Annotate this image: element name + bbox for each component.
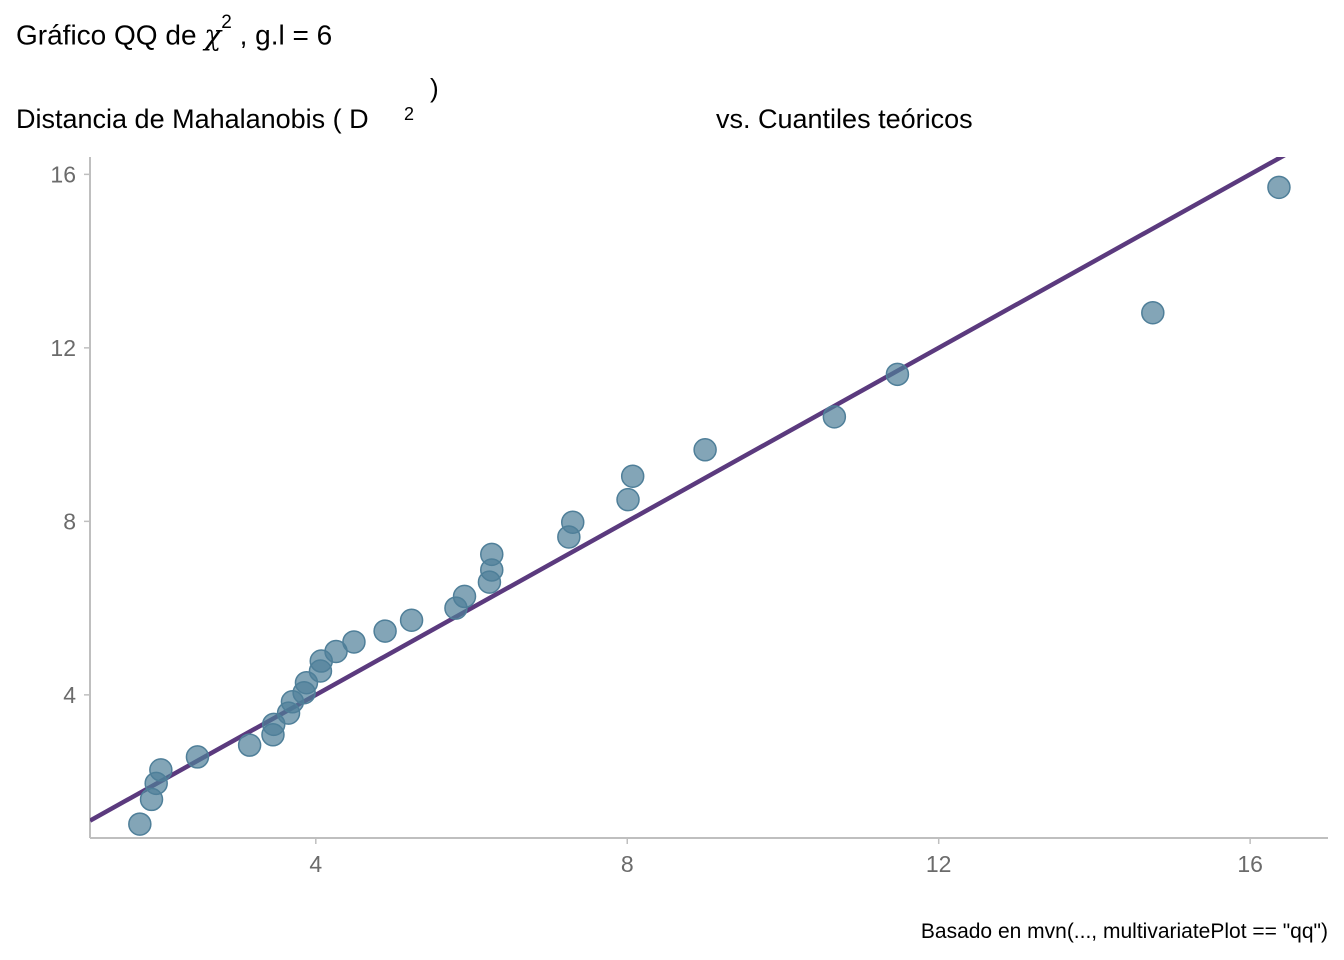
data-point: [128, 812, 152, 836]
data-point: [185, 745, 210, 769]
subtitle-close-paren: ): [430, 73, 439, 103]
chart-title-suffix: , g.l = 6: [231, 19, 333, 51]
chart-subtitle-left: Distancia de Mahalanobis ( D: [16, 104, 369, 134]
data-point: [342, 630, 366, 654]
data-point: [616, 487, 640, 512]
chi-exponent: 2: [221, 12, 232, 33]
data-point: [399, 608, 424, 633]
y-tick-label: 8: [63, 508, 76, 534]
data-point: [149, 758, 173, 782]
ticks-group: 4 8 12 16 4 8 12 16: [50, 161, 1263, 877]
y-tick-label: 4: [63, 682, 76, 708]
x-tick-label: 4: [309, 851, 322, 877]
data-point: [480, 542, 504, 567]
data-point: [693, 438, 717, 462]
data-point: [237, 733, 262, 757]
chart-title: Gráfico QQ de χ2 , g.l = 6: [16, 12, 333, 52]
data-point: [822, 405, 847, 429]
points-group: [128, 175, 1291, 836]
data-point: [373, 619, 397, 643]
chi-symbol: χ: [204, 18, 222, 52]
x-tick-label: 12: [926, 851, 952, 877]
chart-title-text: Gráfico QQ de: [16, 19, 205, 51]
data-point: [324, 639, 348, 664]
x-tick-label: 16: [1237, 851, 1263, 877]
x-tick-label: 8: [621, 851, 634, 877]
chart-subtitle-right: vs. Cuantiles teóricos: [716, 104, 973, 134]
data-point: [1267, 175, 1291, 200]
y-tick-label: 16: [50, 161, 76, 187]
data-point: [560, 510, 585, 534]
subtitle-exponent: 2: [404, 104, 415, 124]
data-point: [885, 362, 910, 387]
data-point: [1141, 300, 1165, 325]
chart-caption: Basado en mvn(..., multivariatePlot == "…: [920, 920, 1328, 943]
axes: [89, 157, 1328, 839]
y-tick-label: 12: [50, 335, 76, 361]
data-point: [452, 584, 477, 609]
data-point: [620, 464, 645, 488]
